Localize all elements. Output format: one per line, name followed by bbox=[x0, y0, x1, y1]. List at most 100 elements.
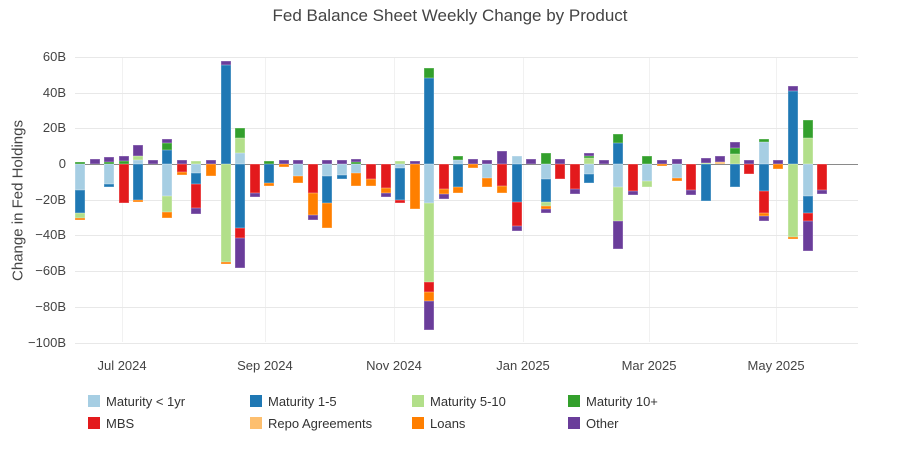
bar-segment[interactable] bbox=[176, 160, 187, 164]
bar-segment[interactable] bbox=[162, 143, 173, 150]
bar-segment[interactable] bbox=[555, 158, 566, 164]
bar-segment[interactable] bbox=[758, 164, 769, 192]
bar-segment[interactable] bbox=[249, 192, 260, 197]
bar-segment[interactable] bbox=[162, 196, 173, 213]
bar-segment[interactable] bbox=[482, 160, 493, 164]
bar-segment[interactable] bbox=[395, 164, 406, 168]
bar-segment[interactable] bbox=[205, 160, 216, 164]
bar-segment[interactable] bbox=[729, 141, 740, 149]
bar-segment[interactable] bbox=[424, 291, 435, 302]
bar-segment[interactable] bbox=[336, 159, 347, 164]
bar-segment[interactable] bbox=[176, 172, 187, 175]
bar-segment[interactable] bbox=[438, 194, 449, 199]
bar-segment[interactable] bbox=[235, 128, 246, 139]
bar-segment[interactable] bbox=[817, 189, 828, 194]
bar-segment[interactable] bbox=[191, 183, 202, 209]
bar-segment[interactable] bbox=[584, 153, 595, 156]
bar-segment[interactable] bbox=[366, 164, 376, 180]
bar-segment[interactable] bbox=[249, 164, 260, 193]
bar-segment[interactable] bbox=[511, 155, 522, 164]
bar-segment[interactable] bbox=[395, 161, 406, 164]
bar-segment[interactable] bbox=[220, 64, 231, 164]
bar-segment[interactable] bbox=[467, 164, 478, 169]
bar-segment[interactable] bbox=[540, 164, 551, 179]
bar-segment[interactable] bbox=[758, 191, 769, 213]
bar-segment[interactable] bbox=[715, 156, 726, 163]
bar-segment[interactable] bbox=[802, 212, 813, 222]
bar-segment[interactable] bbox=[657, 164, 667, 167]
bar-segment[interactable] bbox=[278, 164, 289, 167]
bar-segment[interactable] bbox=[220, 261, 231, 265]
bar-segment[interactable] bbox=[424, 164, 435, 204]
bar-segment[interactable] bbox=[758, 138, 769, 143]
bar-segment[interactable] bbox=[657, 159, 667, 164]
bar-segment[interactable] bbox=[380, 192, 391, 197]
bar-segment[interactable] bbox=[133, 155, 144, 161]
bar-segment[interactable] bbox=[220, 60, 231, 65]
bar-segment[interactable] bbox=[642, 181, 653, 188]
bar-segment[interactable] bbox=[176, 164, 187, 173]
bar-segment[interactable] bbox=[235, 153, 246, 164]
bar-segment[interactable] bbox=[162, 139, 173, 144]
bar-segment[interactable] bbox=[802, 137, 813, 164]
bar-segment[interactable] bbox=[496, 186, 507, 193]
bar-segment[interactable] bbox=[482, 178, 493, 188]
bar-segment[interactable] bbox=[278, 160, 289, 164]
bar-segment[interactable] bbox=[351, 164, 362, 174]
bar-segment[interactable] bbox=[89, 158, 100, 164]
bar-segment[interactable] bbox=[758, 215, 769, 222]
bar-segment[interactable] bbox=[264, 183, 275, 186]
bar-segment[interactable] bbox=[75, 189, 85, 213]
bar-segment[interactable] bbox=[671, 159, 682, 164]
bar-segment[interactable] bbox=[671, 164, 682, 178]
bar-segment[interactable] bbox=[322, 160, 333, 164]
bar-segment[interactable] bbox=[424, 282, 435, 292]
bar-segment[interactable] bbox=[75, 164, 85, 190]
bar-segment[interactable] bbox=[409, 161, 420, 164]
bar-segment[interactable] bbox=[511, 225, 522, 231]
bar-segment[interactable] bbox=[802, 195, 813, 213]
bar-segment[interactable] bbox=[715, 162, 726, 164]
bar-segment[interactable] bbox=[686, 190, 697, 195]
bar-segment[interactable] bbox=[118, 164, 129, 204]
bar-segment[interactable] bbox=[104, 183, 115, 187]
bar-segment[interactable] bbox=[162, 212, 173, 219]
bar-segment[interactable] bbox=[613, 164, 624, 188]
bar-segment[interactable] bbox=[758, 142, 769, 164]
bar-segment[interactable] bbox=[729, 164, 740, 188]
bar-segment[interactable] bbox=[613, 142, 624, 164]
bar-segment[interactable] bbox=[191, 160, 202, 164]
bar-segment[interactable] bbox=[351, 173, 362, 186]
bar-segment[interactable] bbox=[162, 164, 173, 197]
bar-segment[interactable] bbox=[802, 119, 813, 138]
bar-segment[interactable] bbox=[540, 208, 551, 213]
bar-segment[interactable] bbox=[511, 164, 522, 202]
bar-segment[interactable] bbox=[293, 164, 304, 176]
bar-segment[interactable] bbox=[336, 175, 347, 180]
bar-segment[interactable] bbox=[118, 161, 129, 164]
bar-segment[interactable] bbox=[613, 221, 624, 250]
bar-segment[interactable] bbox=[322, 203, 333, 229]
bar-segment[interactable] bbox=[307, 193, 318, 215]
bar-segment[interactable] bbox=[540, 178, 551, 202]
bar-segment[interactable] bbox=[467, 158, 478, 164]
bar-segment[interactable] bbox=[133, 160, 144, 164]
bar-segment[interactable] bbox=[75, 217, 85, 221]
bar-segment[interactable] bbox=[351, 162, 362, 164]
bar-segment[interactable] bbox=[453, 164, 464, 188]
bar-segment[interactable] bbox=[133, 164, 144, 200]
bar-segment[interactable] bbox=[133, 199, 144, 203]
bar-segment[interactable] bbox=[787, 90, 798, 164]
bar-segment[interactable] bbox=[380, 188, 391, 193]
bar-segment[interactable] bbox=[235, 138, 246, 154]
bar-segment[interactable] bbox=[787, 85, 798, 91]
bar-segment[interactable] bbox=[453, 155, 464, 161]
bar-segment[interactable] bbox=[424, 67, 435, 79]
bar-segment[interactable] bbox=[758, 212, 769, 216]
bar-segment[interactable] bbox=[235, 238, 246, 269]
bar-segment[interactable] bbox=[293, 159, 304, 164]
bar-segment[interactable] bbox=[729, 154, 740, 164]
bar-segment[interactable] bbox=[104, 164, 115, 184]
bar-segment[interactable] bbox=[380, 164, 391, 189]
bar-segment[interactable] bbox=[162, 149, 173, 164]
